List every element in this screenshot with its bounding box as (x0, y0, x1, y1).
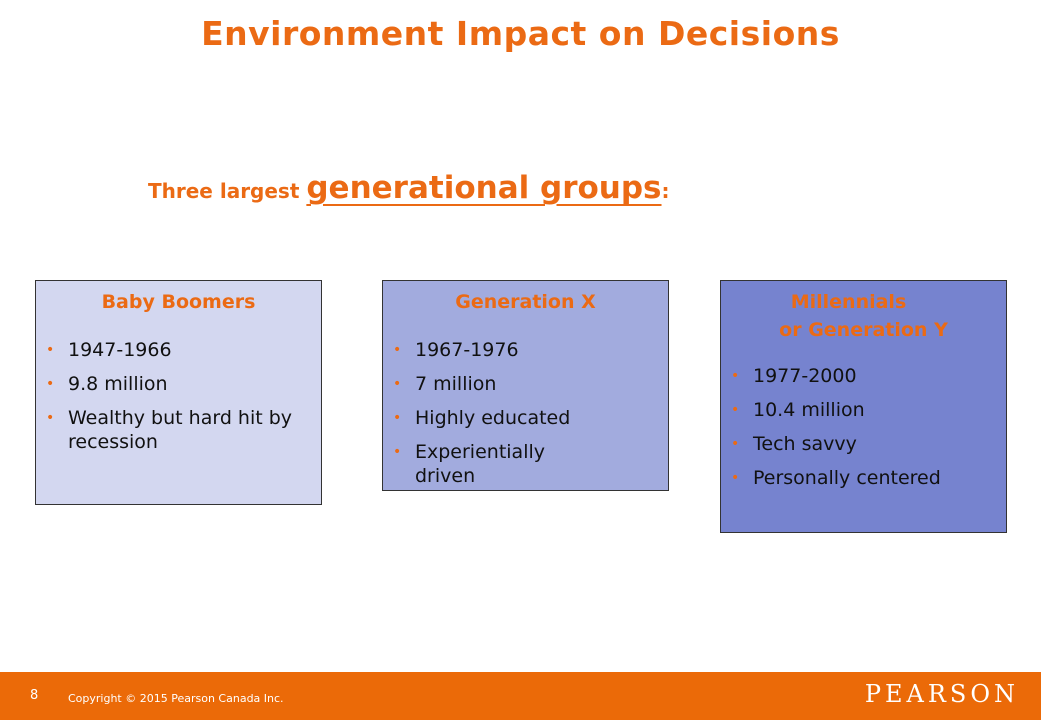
bullet-icon: • (393, 410, 402, 426)
list-item: • Tech savvy (731, 433, 857, 455)
page-number: 8 (30, 688, 39, 703)
group-items: • 1977-2000 • 10.4 million • Tech savvy • Pe… (721, 364, 1006, 490)
group-items: • 1947-1966 • 9.8 million • Wealthy but har… (36, 338, 321, 454)
list-item: • Highly educated (393, 407, 571, 429)
bullet-icon: • (46, 376, 55, 392)
list-item: • 7 million (393, 373, 497, 395)
subtitle-colon: : (661, 179, 670, 203)
group-heading: Generation X (455, 291, 596, 313)
list-item: • 1977-2000 (731, 365, 857, 387)
copyright-text: Copyright © 2015 Pearson Canada Inc. (68, 692, 284, 705)
group-items: • 1967-1976 • 7 million • Highly educated •… (383, 338, 668, 488)
bullet-icon: • (731, 368, 740, 384)
bullet-icon: • (46, 410, 55, 426)
footer-bar: 8 Copyright © 2015 Pearson Canada Inc. P… (0, 672, 1041, 720)
bullet-icon: • (731, 402, 740, 418)
bullet-icon: • (393, 444, 402, 460)
list-item: • Personally centered (731, 467, 941, 489)
bullet-icon: • (393, 376, 402, 392)
group-heading-line: or Generation Y (779, 319, 948, 341)
bullet-icon: • (731, 470, 740, 486)
list-item: • 1947-1966 (46, 339, 172, 361)
list-item: • Experientially driven (393, 441, 545, 487)
slide-title: Environment Impact on Decisions (201, 14, 840, 53)
group-box-generation-x: Generation X • 1967-1976 • 7 million • High… (382, 280, 669, 491)
group-heading: Baby Boomers (101, 291, 256, 313)
bullet-icon: • (393, 342, 402, 358)
subtitle-key-phrase: generational groups (306, 170, 662, 206)
list-item: • 9.8 million (46, 373, 168, 395)
list-item: • Wealthy but hard hit by recession (46, 407, 293, 453)
group-heading-line: Millennials (790, 291, 907, 313)
group-heading: Millennials or Generation Y (721, 288, 1006, 344)
subtitle-lead: Three largest (148, 179, 307, 203)
bullet-icon: • (46, 342, 55, 358)
slide-subtitle: Three largest generational groups: (148, 170, 670, 206)
list-item: • 1967-1976 (393, 339, 519, 361)
list-item: • 10.4 million (731, 399, 865, 421)
group-box-millennials: Millennials or Generation Y • 1977-2000 •… (720, 280, 1007, 533)
pearson-logo: PEARSON (864, 680, 1019, 708)
bullet-icon: • (731, 436, 740, 452)
group-box-baby-boomers: Baby Boomers • 1947-1966 • 9.8 million • We… (35, 280, 322, 505)
